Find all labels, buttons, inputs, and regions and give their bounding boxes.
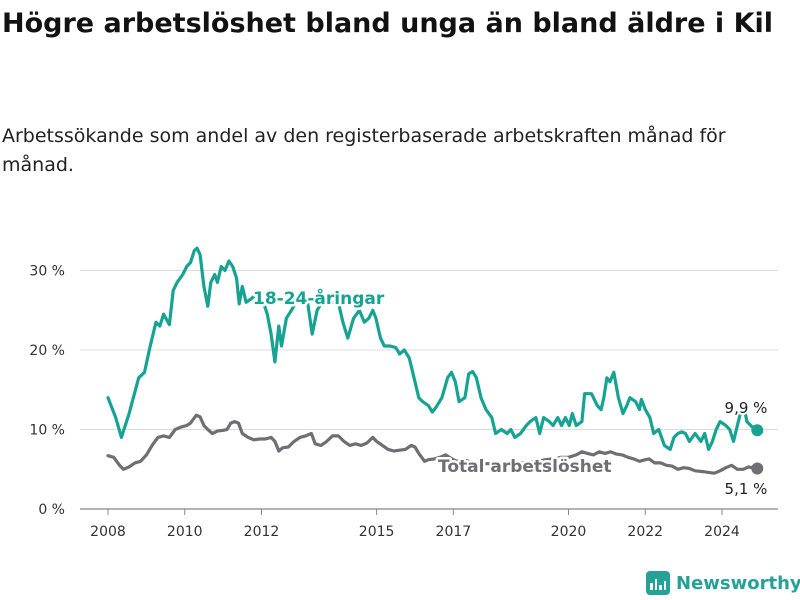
series-lines <box>106 246 764 475</box>
y-axis-labels: 0 % 10 % 20 % 30 % <box>29 264 65 519</box>
x-tick-label: 2015 <box>359 524 395 540</box>
brand-name: Newsworthy <box>676 572 800 594</box>
bar-chart-icon <box>646 571 670 595</box>
chart-subtitle: Arbetssökande som andel av den registerb… <box>2 125 726 176</box>
x-tick-label: 2010 <box>167 524 203 540</box>
brand-logo[interactable]: Newsworthy <box>646 569 800 597</box>
end-value-label-youth: 9,9 % <box>725 399 768 417</box>
end-value-label-total: 5,1 % <box>725 480 768 498</box>
y-tick-label: 10 % <box>29 423 65 439</box>
x-tick-label: 2020 <box>551 524 587 540</box>
x-tick-label: 2022 <box>627 524 663 540</box>
gridlines <box>80 270 778 510</box>
series-labels: 18-24-åringar Total arbetslöshet 9,9 % 5,1 … <box>251 285 770 501</box>
x-tick-label: 2012 <box>244 524 280 540</box>
x-tick-label: 2008 <box>90 524 126 540</box>
chart-title: Högre arbetslöshet bland unga än bland ä… <box>2 8 774 39</box>
series-label-youth: 18-24-åringar <box>253 287 385 309</box>
x-tick-label: 2024 <box>704 524 740 540</box>
x-axis: 2008 2010 2012 2015 2017 2020 2022 2024 <box>90 509 740 540</box>
series-end-point <box>751 424 764 437</box>
series-line-youth <box>106 246 759 451</box>
series-label-total: Total arbetslöshet <box>438 457 612 477</box>
y-tick-label: 0 % <box>38 502 65 518</box>
series-end-point <box>751 462 764 475</box>
series-line-total <box>106 413 759 475</box>
y-tick-label: 20 % <box>29 343 65 359</box>
y-tick-label: 30 % <box>29 264 65 280</box>
x-tick-label: 2017 <box>436 524 472 540</box>
